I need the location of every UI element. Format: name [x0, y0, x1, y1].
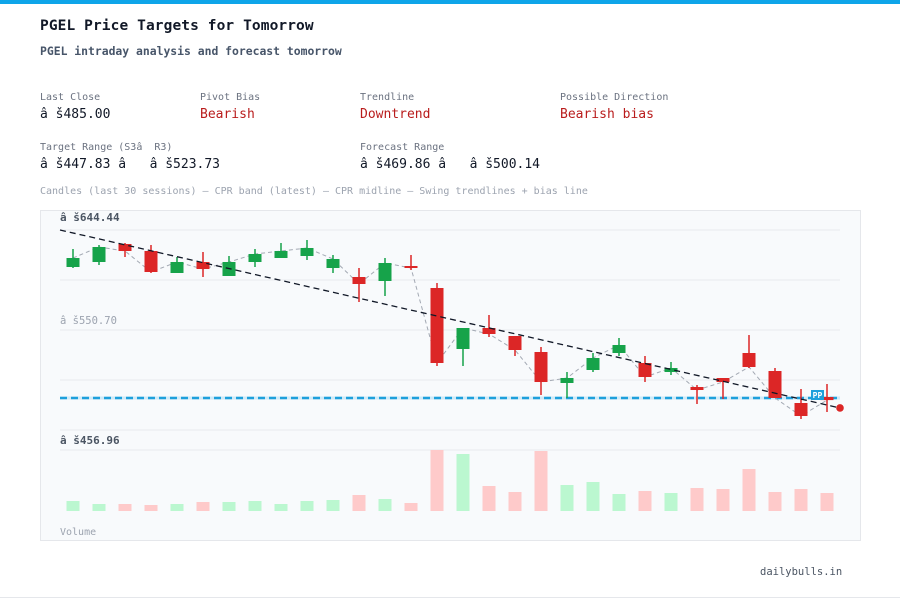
stat-label: Forecast Range [360, 142, 445, 153]
stat-label: Pivot Bias [200, 92, 261, 103]
stat-value: Bearish [200, 107, 255, 122]
stat-value: Bearish bias [560, 107, 654, 122]
accent-top-bar [0, 0, 900, 4]
stat-trendline: Trendline Downtrend [360, 91, 430, 124]
stat-value: Downtrend [360, 107, 431, 122]
volume-label: Volume [60, 527, 97, 538]
stat-forecast-range: Forecast Range â š469.86 â â š500.14 [360, 141, 540, 174]
stat-value: â š447.83 â â š523.73 [40, 157, 221, 172]
y-axis-label-bottom: â š456.96 [60, 434, 120, 447]
footer-divider [0, 597, 900, 598]
price-chart [40, 210, 861, 541]
stat-label: Trendline [360, 92, 415, 103]
page-subtitle: PGEL intraday analysis and forecast tomo… [40, 44, 342, 58]
y-axis-label-mid: â š550.70 [60, 315, 117, 327]
stat-value: â š469.86 â â š500.14 [360, 157, 541, 172]
page-title: PGEL Price Targets for Tomorrow [40, 18, 314, 34]
stat-last-close: Last Close â š485.00 [40, 91, 110, 124]
stat-label: Last Close [40, 92, 101, 103]
footer-brand: dailybulls.in [760, 566, 843, 578]
stat-label: Possible Direction [560, 92, 669, 103]
stat-label: Target Range (S3â R3) [40, 142, 173, 153]
stat-value: â š485.00 [40, 107, 111, 122]
stat-target-range: Target Range (S3â R3) â š447.83 â â š523… [40, 141, 220, 174]
chart-caption: Candles (last 30 sessions) – CPR band (l… [40, 186, 588, 197]
y-axis-label-top: â š644.44 [60, 211, 120, 224]
stat-pivot-bias: Pivot Bias Bearish [200, 91, 260, 124]
stat-possible-direction: Possible Direction Bearish bias [560, 91, 668, 124]
